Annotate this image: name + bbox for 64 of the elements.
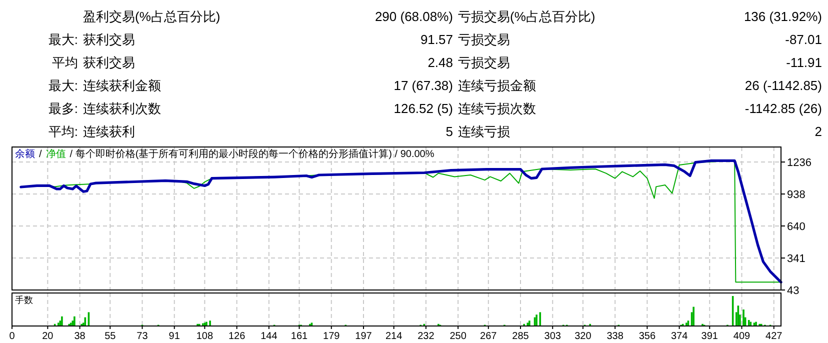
text: 亏损交易 (458, 55, 510, 70)
text: 91.57 (420, 32, 453, 47)
text: 连续获利金额 (83, 78, 161, 93)
x-tick-label: 250 (450, 331, 467, 342)
annotation: / (39, 149, 42, 160)
x-tick-label: 38 (74, 331, 86, 342)
chart-subtitle: / 每个即时价格(基于所有可利用的最小时段的每一个价格的分形插值计算) / 90.00% (70, 148, 434, 160)
x-tick-label: 108 (196, 331, 214, 342)
x-tick-label: 73 (136, 331, 148, 342)
x-tick-label: 0 (9, 331, 16, 342)
x-tick-label: 197 (355, 331, 372, 342)
text: 136 (31.92%) (744, 9, 822, 24)
text: 平均: (48, 124, 78, 139)
x-tick-label: 91 (168, 331, 180, 342)
x-tick-label: 126 (228, 331, 246, 342)
x-tick-label: 374 (670, 331, 688, 342)
text: 连续亏损金额 (458, 78, 536, 93)
text: -87.01 (785, 32, 822, 47)
y-tick-label: 1236 (787, 157, 812, 170)
chart-title: 手数 (15, 295, 33, 305)
text: 净值 (46, 148, 66, 160)
text: 最大: (48, 78, 78, 93)
x-tick-label: 232 (418, 331, 435, 342)
text: -1142.85 (26) (744, 101, 822, 116)
y-tick-label: 640 (787, 220, 806, 233)
text: 盈利交易(%占总百分比) (83, 9, 220, 24)
text: 余额 (15, 148, 35, 160)
text: 连续获利次数 (83, 101, 161, 116)
text: 获利交易 (83, 55, 135, 70)
x-tick-label: 144 (260, 331, 278, 342)
y-tick-label: 43 (787, 285, 800, 297)
text: 亏损交易 (458, 32, 510, 47)
y-tick-label: 938 (787, 188, 806, 201)
text: 连续亏损 (458, 124, 510, 139)
text: 2.48 (428, 55, 453, 70)
text: 17 (67.38) (394, 78, 453, 93)
text: 连续获利 (83, 124, 135, 139)
x-tick-label: 214 (385, 331, 403, 342)
x-tick-label: 179 (323, 331, 340, 342)
text: 亏损交易(%占总百分比) (458, 9, 596, 24)
x-tick-label: 391 (701, 331, 718, 342)
text: 26 (-1142.85) (744, 78, 822, 93)
x-tick-label: 161 (290, 331, 308, 342)
y-tick-label: 341 (787, 253, 806, 266)
x-tick-label: 427 (766, 331, 783, 342)
text: 2 (814, 124, 822, 139)
text: 最多: (48, 101, 78, 116)
text: -11.91 (786, 55, 822, 70)
text: 连续亏损次数 (458, 101, 536, 116)
x-tick-label: 267 (480, 331, 498, 342)
x-tick-label: 409 (733, 331, 751, 342)
text: 290 (68.08%) (374, 9, 453, 24)
x-tick-label: 320 (574, 331, 592, 342)
x-tick-label: 338 (606, 331, 624, 342)
x-tick-label: 285 (512, 331, 530, 342)
x-tick-label: 20 (42, 331, 54, 342)
text: 最大: (48, 32, 78, 47)
text: 126.52 (5) (394, 101, 453, 116)
x-tick-label: 55 (104, 331, 116, 342)
x-tick-label: 303 (544, 331, 562, 342)
x-tick-label: 356 (638, 331, 656, 342)
text: 获利交易 (83, 32, 135, 47)
text: 5 (446, 124, 453, 139)
text: 平均 (52, 55, 78, 70)
